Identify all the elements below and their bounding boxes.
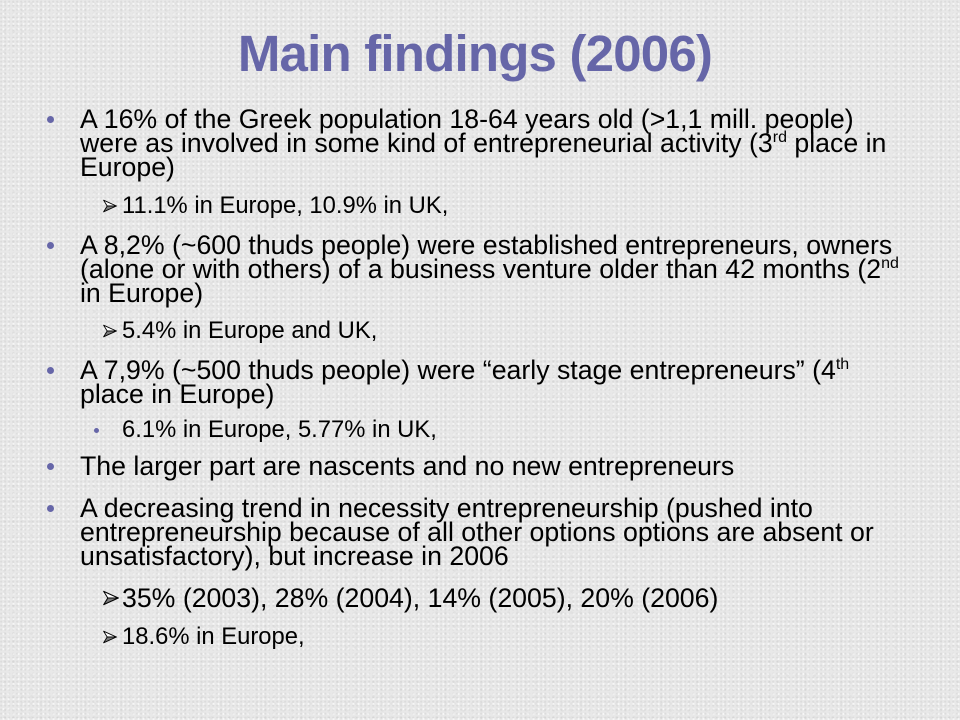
arrow-icon: [103, 324, 117, 338]
finding-text-continued: place in Europe): [80, 128, 887, 182]
finding-detail: 5.4% in Europe and UK,: [0, 319, 960, 343]
ordinal-suffix: th: [835, 356, 850, 373]
bullet-dot-icon: [47, 242, 54, 249]
finding-text-continued: place in Europe): [80, 379, 275, 409]
finding-detail: 11.1% in Europe, 10.9% in UK,: [0, 194, 960, 218]
finding-text: A 7,9% (~500 thuds people) were “early s…: [80, 355, 836, 385]
finding-detail: 6.1% in Europe, 5.77% in UK,: [0, 418, 960, 442]
slide-title: Main findings (2006): [237, 25, 713, 82]
finding-detail-text: 11.1% in Europe, 10.9% in UK,: [122, 192, 449, 219]
finding-item: A 16% of the Greek population 18-64 year…: [0, 104, 906, 182]
finding-detail-text: 18.6% in Europe,: [122, 623, 305, 650]
finding-item: A 7,9% (~500 thuds people) were “early s…: [0, 355, 906, 409]
finding-text: The larger part are nascents and no new …: [80, 451, 735, 481]
finding-detail-text: 5.4% in Europe and UK,: [122, 317, 378, 344]
finding-detail: 35% (2003), 28% (2004), 14% (2005), 20% …: [0, 583, 960, 613]
finding-detail: 18.6% in Europe,: [0, 625, 960, 649]
finding-item: The larger part are nascents and no new …: [0, 451, 906, 481]
arrow-icon: [103, 199, 117, 213]
bullet-dot-icon: [47, 463, 54, 470]
finding-text: A 16% of the Greek population 18-64 year…: [80, 104, 854, 158]
finding-text: A 8,2% (~600 thuds people) were establis…: [80, 230, 893, 284]
finding-detail-text: 6.1% in Europe, 5.77% in UK,: [122, 416, 437, 443]
bullet-dot-icon: [47, 505, 54, 512]
bullet-dot-icon: [47, 116, 54, 123]
bullet-dot-icon: [94, 428, 99, 433]
findings-list: A 16% of the Greek population 18-64 year…: [0, 104, 960, 649]
finding-text-continued: in Europe): [80, 278, 204, 308]
arrow-icon: [103, 630, 117, 644]
finding-item: A 8,2% (~600 thuds people) were establis…: [0, 230, 906, 308]
finding-detail-text: 35% (2003), 28% (2004), 14% (2005), 20% …: [122, 583, 719, 613]
finding-item: A decreasing trend in necessity entrepre…: [0, 493, 906, 571]
ordinal-suffix: nd: [881, 255, 899, 272]
arrow-icon: [103, 590, 119, 606]
ordinal-suffix: rd: [772, 129, 787, 146]
bullet-dot-icon: [47, 367, 54, 374]
finding-text: A decreasing trend in necessity entrepre…: [80, 493, 874, 571]
